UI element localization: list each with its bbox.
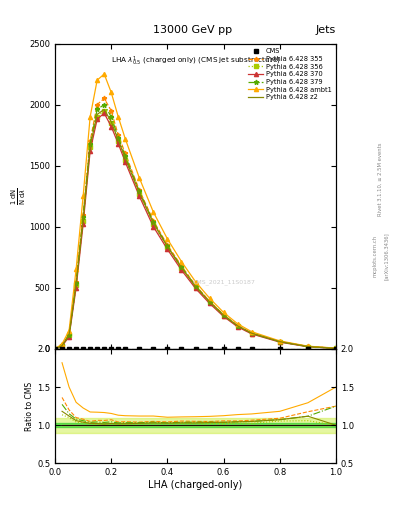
Text: CMS_2021_11S0187: CMS_2021_11S0187 [192,279,255,285]
Text: Jets: Jets [316,25,336,35]
X-axis label: LHA (charged-only): LHA (charged-only) [149,480,242,490]
Bar [55,423,336,428]
Y-axis label: Ratio to CMS: Ratio to CMS [25,381,34,431]
Legend: CMS, Pythia 6.428 355, Pythia 6.428 356, Pythia 6.428 370, Pythia 6.428 379, Pyt: CMS, Pythia 6.428 355, Pythia 6.428 356,… [246,46,334,103]
Bar [55,418,336,433]
Y-axis label: $\frac{1}{\mathrm{N}}\frac{\mathrm{d}\mathrm{N}}{\mathrm{d}\lambda}$: $\frac{1}{\mathrm{N}}\frac{\mathrm{d}\ma… [9,187,28,205]
Text: [arXiv:1306.3436]: [arXiv:1306.3436] [384,232,388,280]
Text: mcplots.cern.ch: mcplots.cern.ch [373,235,378,277]
Text: LHA $\lambda^{1}_{0.5}$ (charged only) (CMS jet substructure): LHA $\lambda^{1}_{0.5}$ (charged only) (… [110,54,281,68]
Text: 13000 GeV pp: 13000 GeV pp [153,25,232,35]
Text: Rivet 3.1.10, ≥ 2.5M events: Rivet 3.1.10, ≥ 2.5M events [378,142,383,216]
